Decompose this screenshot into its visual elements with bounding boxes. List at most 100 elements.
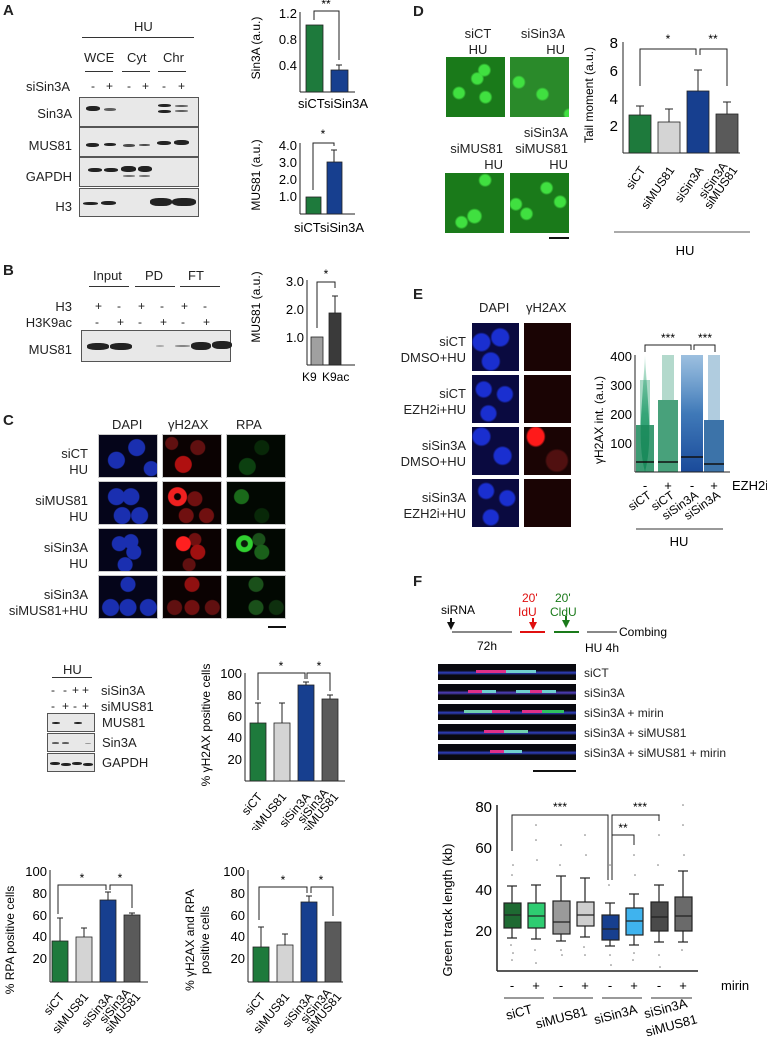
- blot-sin3a: [79, 97, 199, 127]
- svg-text:% RPA positive cells: % RPA positive cells: [3, 886, 17, 995]
- image-rpa: [226, 575, 286, 619]
- svg-text:20: 20: [33, 951, 47, 966]
- svg-text:80: 80: [228, 688, 242, 703]
- blot-h3: [79, 188, 199, 217]
- svg-text:40: 40: [475, 882, 492, 899]
- chart-b-bars: MUS81 (a.u.) 3.0 2.0 1.0 * K9 K9ac: [249, 267, 355, 382]
- svg-text:-: -: [559, 978, 563, 993]
- svg-text:***: ***: [698, 331, 712, 345]
- svg-text:*: *: [279, 659, 284, 673]
- fraction-wce: WCE: [84, 50, 115, 65]
- image-gh2ax: [524, 427, 571, 475]
- svg-text:80: 80: [33, 886, 47, 901]
- svg-text:*: *: [80, 871, 85, 885]
- svg-text:60: 60: [475, 840, 492, 857]
- col-gh2ax: γH2AX: [526, 300, 567, 315]
- svg-text:300: 300: [610, 378, 632, 393]
- svg-text:positive cells: positive cells: [198, 906, 212, 974]
- sign: +: [142, 79, 150, 93]
- row-label: siSin3A DMSO+HU: [400, 438, 466, 469]
- sign: +: [82, 699, 90, 713]
- image-label: siMUS81 HU: [450, 141, 503, 172]
- svg-text:*: *: [319, 873, 324, 887]
- image-gh2ax: [524, 479, 571, 527]
- bar-k9: [310, 336, 324, 366]
- svg-text:% γH2AX and RPA: % γH2AX and RPA: [183, 889, 197, 991]
- svg-text:2: 2: [610, 118, 618, 135]
- scale-bar: [268, 626, 286, 628]
- svg-text:-: -: [690, 478, 694, 493]
- svg-text:CldU: CldU: [550, 605, 577, 619]
- chart-double-positive: % γH2AX and RPA positive cells 100 80 60…: [183, 864, 345, 1036]
- fiber-label: siSin3A + mirin: [584, 706, 664, 720]
- sign: -: [181, 315, 185, 329]
- chart-mus81: MUS81 (a.u.) 4.0 3.0 2.0 1.0 * siCT siSi…: [249, 127, 364, 235]
- scale-bar: [533, 770, 576, 772]
- svg-text:80: 80: [475, 799, 492, 816]
- svg-text:8: 8: [610, 35, 618, 52]
- fiber-label: siCT: [584, 666, 609, 680]
- panel-label-d: D: [413, 3, 424, 20]
- sign: +: [82, 683, 90, 697]
- blot-mus81: [47, 713, 95, 732]
- svg-text:siCT: siCT: [623, 163, 649, 192]
- svg-text:1.0: 1.0: [286, 330, 304, 345]
- blot-gapdh: [79, 157, 199, 187]
- svg-text:-: -: [608, 978, 612, 993]
- svg-text:20: 20: [475, 923, 492, 940]
- svg-text:-: -: [510, 978, 514, 993]
- bar-sisin3a: [330, 69, 349, 93]
- fiber-image: [438, 724, 576, 740]
- arrow-down-icon: [529, 622, 537, 630]
- fiber-image: [438, 684, 576, 700]
- image-rpa: [226, 434, 286, 478]
- image-gh2ax: [162, 528, 222, 572]
- sign: +: [95, 299, 103, 313]
- svg-text:γH2AX int. (a.u.): γH2AX int. (a.u.): [592, 376, 606, 464]
- blot-sin3a: [47, 733, 95, 752]
- panel-label-c: C: [3, 412, 14, 429]
- svg-text:*: *: [281, 873, 286, 887]
- comet-image-sisin3a-simus81: [510, 173, 569, 233]
- col-dapi: DAPI: [112, 417, 143, 432]
- sign: -: [73, 699, 77, 713]
- svg-text:*: *: [321, 127, 326, 141]
- blot-mus81-pd: [81, 330, 232, 362]
- image-gh2ax: [524, 323, 571, 371]
- bar-sisin3a: [326, 161, 343, 215]
- group-input: Input: [93, 268, 122, 283]
- image-dapi: [98, 575, 158, 619]
- svg-text:+: +: [664, 478, 672, 493]
- svg-text:20: 20: [228, 752, 242, 767]
- sign: -: [51, 683, 55, 697]
- svg-text:IdU: IdU: [518, 605, 537, 619]
- svg-text:mirin: mirin: [721, 978, 749, 993]
- label-simus81: siMUS81: [101, 699, 154, 714]
- axis-label: Sin3A (a.u.): [249, 17, 263, 80]
- svg-text:siSin3A: siSin3A: [592, 1001, 639, 1027]
- col-rpa: RPA: [236, 417, 262, 432]
- svg-text:HU 4h: HU 4h: [585, 641, 619, 655]
- comet-image-simus81: [445, 173, 504, 233]
- svg-text:2.0: 2.0: [279, 172, 297, 187]
- svg-text:*: *: [317, 659, 322, 673]
- svg-text:200: 200: [610, 407, 632, 422]
- svg-text:**: **: [321, 0, 331, 11]
- svg-text:Green track length (kb): Green track length (kb): [440, 844, 455, 977]
- svg-text:4.0: 4.0: [279, 138, 297, 153]
- sign: +: [117, 315, 125, 329]
- svg-text:K9ac: K9ac: [322, 370, 349, 382]
- image-dapi: [472, 323, 519, 371]
- fraction-chr: Chr: [163, 50, 184, 65]
- svg-text:+: +: [532, 978, 540, 993]
- panel-label-b: B: [3, 262, 14, 279]
- fiber-label: siSin3A: [584, 686, 625, 700]
- panel-label-e: E: [413, 286, 424, 303]
- row-label-sin3a: Sin3A: [37, 106, 72, 121]
- image-gh2ax: [162, 481, 222, 525]
- fraction-cyt: Cyt: [127, 50, 147, 65]
- image-rpa: [226, 481, 286, 525]
- chart-rpa-positive: % RPA positive cells 100 80 60 40 20 * *…: [3, 864, 148, 1036]
- row-label: siCT EZH2i+HU: [403, 386, 467, 417]
- sign: -: [117, 299, 121, 313]
